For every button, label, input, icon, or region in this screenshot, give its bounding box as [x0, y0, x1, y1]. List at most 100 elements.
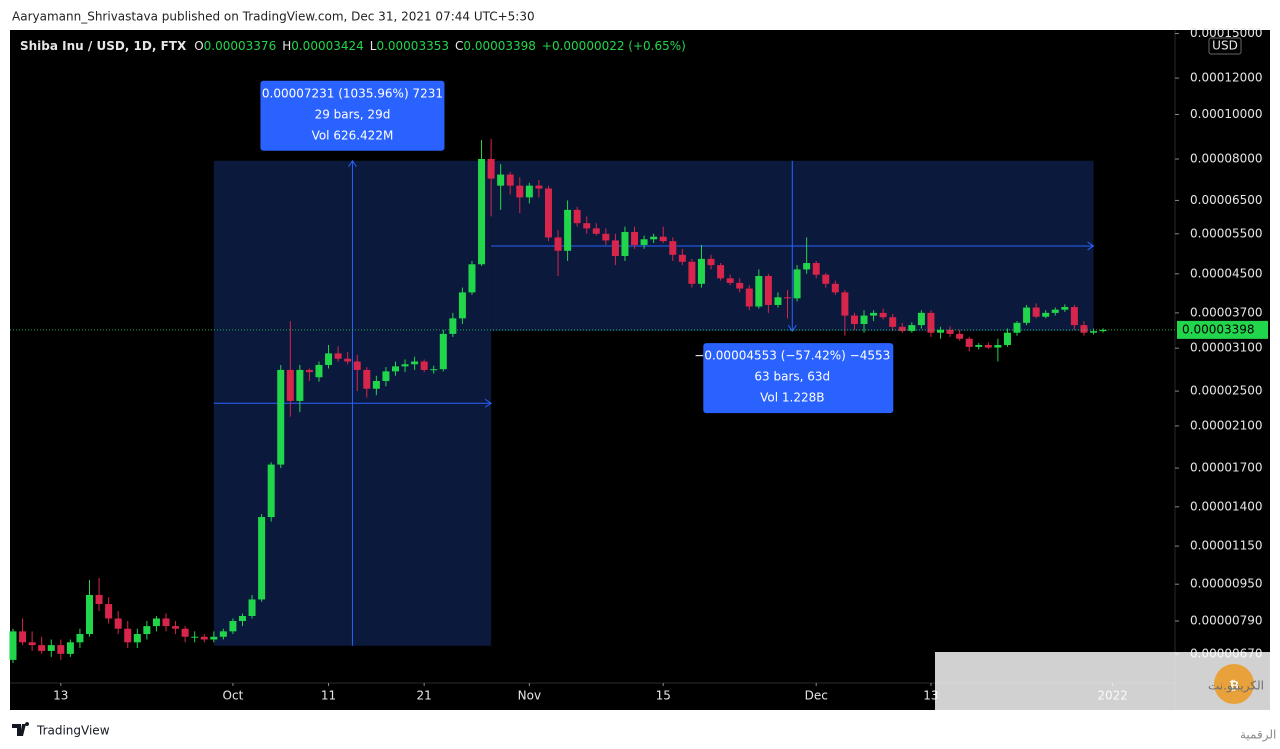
candle-body: [468, 264, 476, 293]
candle-body: [850, 315, 858, 324]
candle-body: [248, 599, 256, 617]
candle-body: [975, 344, 983, 347]
watermark-title: الكريبتو.نت: [1208, 679, 1264, 694]
y-tick-label: 0.00003700: [1190, 305, 1263, 319]
legend-value: 0.00003424: [291, 39, 364, 53]
x-tick-label: Nov: [518, 689, 541, 703]
candle-body: [755, 276, 763, 307]
candle-body: [325, 353, 333, 365]
candle-body: [334, 353, 342, 359]
measure-label: 63 bars, 63d: [754, 370, 830, 384]
y-tick-label: 0.00001700: [1190, 461, 1263, 475]
candle-body: [1051, 309, 1059, 313]
y-tick-label: 0.00005500: [1190, 226, 1263, 240]
candle-body: [726, 278, 734, 283]
symbol-title: Shiba Inu / USD, 1D, FTX: [20, 39, 187, 53]
footer-logo: TradingView: [12, 722, 110, 738]
overlay: Shiba Inu / USD, 1D, FTX O0.00003376 H0.00…: [10, 26, 1268, 703]
candle-body: [812, 263, 820, 275]
measure-arrow: [787, 324, 797, 333]
y-tick-label: 0.00006500: [1190, 193, 1263, 207]
candle-body: [258, 517, 266, 600]
candle-body: [487, 158, 495, 179]
x-tick-label: 15: [656, 689, 671, 703]
candle-body: [697, 258, 705, 284]
candle-body: [640, 239, 648, 245]
y-tick-label: 0.00002100: [1190, 418, 1263, 432]
candle-body: [85, 594, 93, 635]
y-tick-label: 0.00015000: [1190, 26, 1263, 40]
candle-body: [449, 318, 457, 334]
candle-body: [927, 312, 935, 333]
candle-body: [1080, 325, 1088, 333]
candle-body: [219, 631, 227, 637]
candle-body: [803, 263, 811, 270]
candle-body: [401, 364, 409, 367]
candle-body: [745, 288, 753, 307]
candle-body: [305, 369, 313, 373]
candle-body: [238, 616, 246, 621]
candle-body: [764, 276, 772, 305]
candle-body: [172, 626, 180, 629]
candle-body: [602, 233, 610, 241]
candle-body: [497, 174, 505, 186]
candle-body: [28, 642, 36, 646]
symbol-legend: Shiba Inu / USD, 1D, FTX O0.00003376 H0.00…: [20, 39, 686, 53]
y-tick-label: 0.00008000: [1190, 151, 1263, 165]
candle-body: [1090, 331, 1098, 333]
candle-body: [774, 297, 782, 305]
legend-change: +0.00000022 (+0.65%): [542, 39, 686, 53]
candle-body: [76, 634, 84, 643]
unit-box: [1208, 37, 1242, 55]
measure-label: 29 bars, 29d: [315, 107, 391, 121]
watermark-background: [935, 652, 1270, 749]
candle-body: [917, 312, 925, 326]
candle-body: [391, 366, 399, 372]
candle-body: [105, 604, 113, 619]
y-tick-label: 0.00001150: [1190, 539, 1263, 553]
y-tick-label: 0.00010000: [1190, 107, 1263, 121]
legend-value: 0.00003353: [376, 39, 449, 53]
published-line: Aaryamann_Shrivastava published on Tradi…: [12, 10, 535, 24]
candle-body: [372, 380, 380, 389]
y-tick-label: 0.00000790: [1190, 613, 1263, 627]
candle-body: [659, 236, 667, 242]
candle-body: [1023, 307, 1031, 323]
candle-body: [554, 237, 562, 251]
candle-body: [564, 209, 572, 251]
candle-body: [66, 642, 74, 654]
candle-body: [956, 333, 964, 339]
candle-body: [822, 274, 830, 284]
candle-body: [133, 634, 141, 643]
candle-body: [363, 369, 371, 389]
measure-label: −0.00004553 (−57.42%) −4553: [694, 349, 890, 363]
measure-label: 0.00007231 (1035.96%) 7231: [262, 86, 443, 100]
candle-body: [870, 312, 878, 316]
candle-body: [937, 329, 945, 333]
watermark-coin-symbol: ₿: [1229, 679, 1239, 693]
candle-body: [200, 636, 208, 640]
candle-body: [631, 231, 639, 245]
candle-body: [525, 185, 533, 198]
candle-body: [506, 174, 514, 186]
candle-body: [946, 329, 954, 334]
candle-body: [57, 645, 65, 654]
candle-body: [678, 254, 686, 262]
legend-key: C: [455, 39, 463, 53]
legend-key: L: [370, 39, 377, 53]
candle-body: [478, 158, 486, 265]
candle-body: [286, 369, 294, 401]
candle-body: [1070, 307, 1078, 326]
candle-body: [908, 325, 916, 331]
candle-body: [124, 628, 132, 643]
candle-body: [1032, 307, 1040, 317]
candle-body: [784, 297, 792, 299]
candle-body: [439, 333, 447, 370]
candle-body: [181, 628, 189, 637]
candle-body: [592, 228, 600, 234]
candle-body: [611, 240, 619, 257]
candle-body: [277, 369, 285, 465]
candle-body: [583, 223, 591, 229]
